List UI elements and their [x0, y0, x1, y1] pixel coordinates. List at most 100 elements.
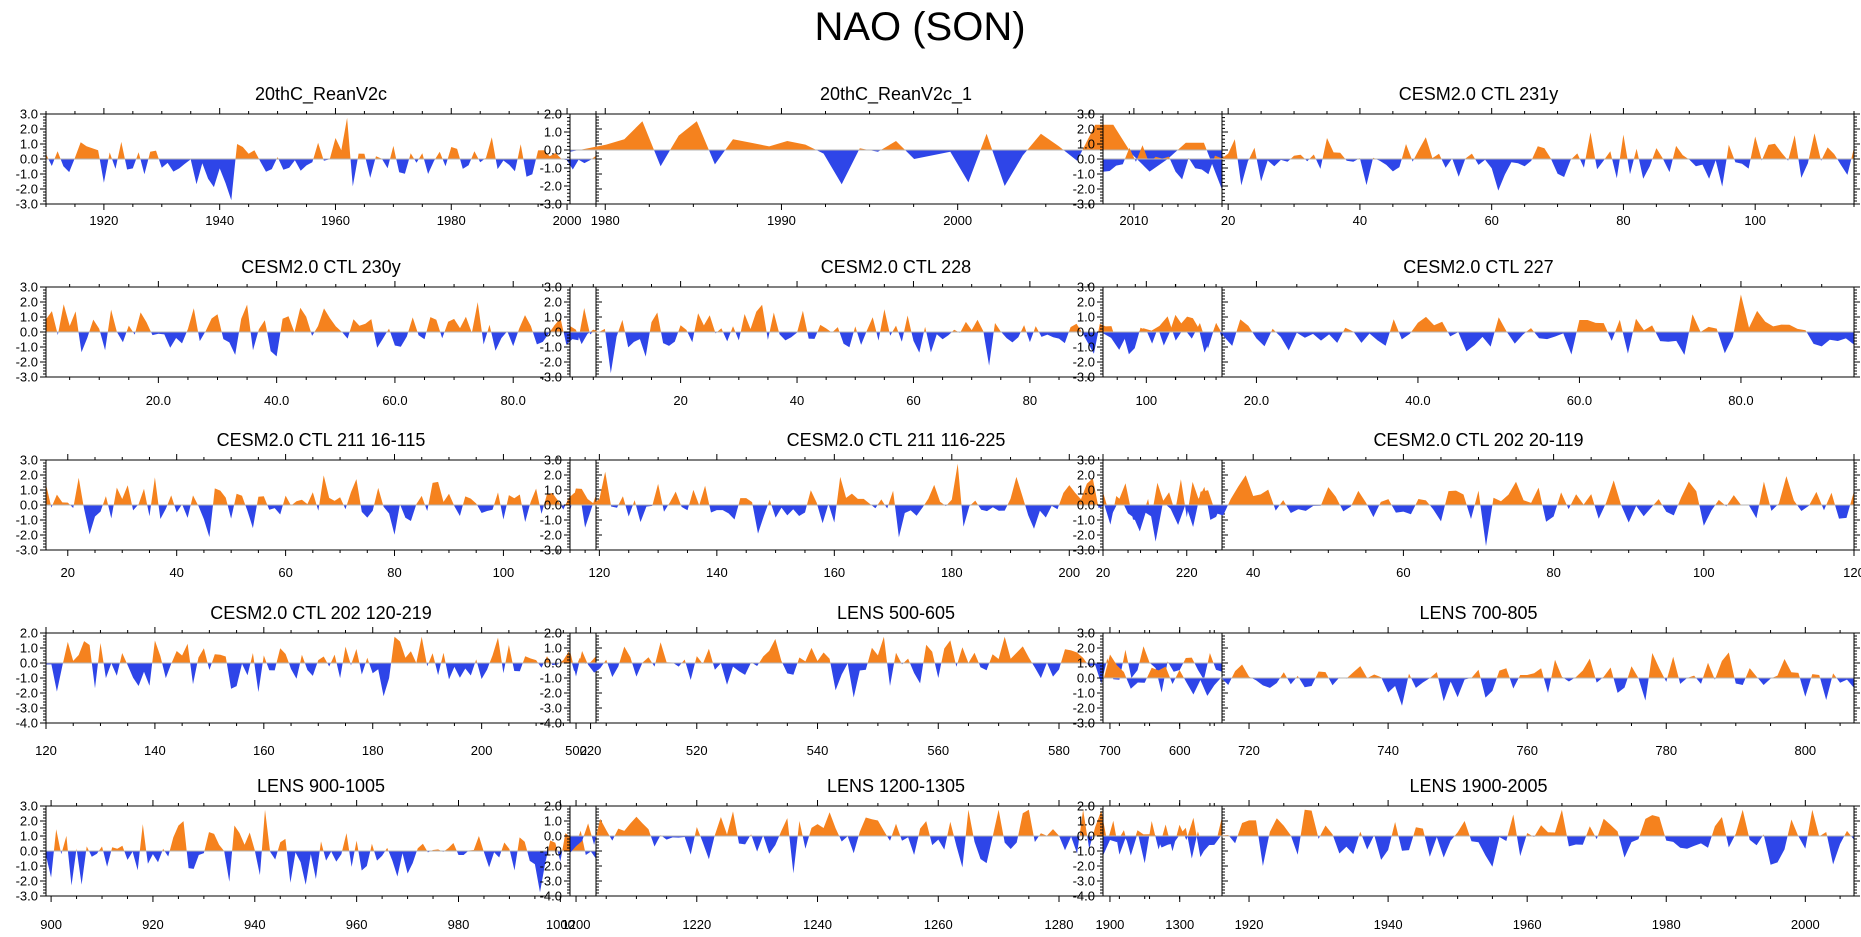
series-group [570, 304, 1222, 374]
y-tick-label: -1.0 [16, 513, 38, 528]
panel-title: 20thC_ReanV2c_1 [820, 84, 972, 105]
x-tick-label: 1940 [205, 213, 234, 228]
y-tick-label: -1.0 [540, 161, 562, 176]
x-tick-label: 60.0 [1567, 393, 1592, 408]
y-tick-label: 1.0 [544, 125, 562, 140]
panel-4: CESM2.0 CTL 230y3.02.01.00.0-1.0-2.0-3.0… [16, 257, 602, 408]
y-tick-label: 3.0 [20, 799, 38, 814]
panel-title: CESM2.0 CTL 202 20-119 [1373, 430, 1583, 450]
y-tick-label: 2.0 [20, 122, 38, 137]
y-tick-label: 3.0 [20, 453, 38, 468]
negative-area [1103, 505, 1854, 547]
figure-title: NAO (SON) [814, 5, 1025, 49]
y-tick-label: -4.0 [16, 716, 38, 731]
x-tick-label: 920 [142, 917, 164, 932]
x-tick-label: 100 [1135, 393, 1157, 408]
x-tick-label: 80 [1023, 393, 1037, 408]
y-tick-label: 3.0 [1077, 280, 1095, 295]
series-group [1103, 475, 1854, 547]
x-tick-label: 40 [790, 393, 804, 408]
y-tick-label: 1.0 [1077, 483, 1095, 498]
x-tick-label: 200 [471, 743, 493, 758]
panel-grid: 20thC_ReanV2c3.02.01.00.0-1.0-2.0-3.0192… [16, 84, 1861, 932]
negative-area [570, 150, 1222, 190]
x-tick-label: 1240 [803, 917, 832, 932]
y-tick-label: 1.0 [544, 483, 562, 498]
y-tick-label: 2.0 [20, 814, 38, 829]
x-tick-label: 720 [1238, 743, 1260, 758]
x-tick-label: 560 [927, 743, 949, 758]
panel-12: LENS 700-805 3.02.01.00.0-1.0-2.0-3.0 700 7… [1073, 603, 1860, 758]
panel-6: CESM2.0 CTL 227 3.02.01.00.0-1.0-2.0-3.0 2… [1073, 257, 1860, 408]
y-tick-label: -3.0 [16, 543, 38, 558]
series-group [570, 809, 1222, 874]
y-tick-label: -1.0 [1073, 167, 1095, 182]
series-group [1103, 294, 1854, 355]
y-tick-label: -1.0 [1073, 513, 1095, 528]
x-tick-label: 800 [1794, 743, 1816, 758]
panel-8: CESM2.0 CTL 211 116-2253.02.01.00.0-1.0-… [540, 430, 1228, 580]
y-tick-label: -3.0 [16, 701, 38, 716]
y-tick-label: 1.0 [20, 310, 38, 325]
y-tick-label: -1.0 [1073, 340, 1095, 355]
x-tick-label: 1920 [89, 213, 118, 228]
y-tick-label: 3.0 [1077, 107, 1095, 122]
y-tick-label: -2.0 [540, 179, 562, 194]
x-tick-label: 1280 [1045, 917, 1074, 932]
y-tick-label: 1.0 [1077, 814, 1095, 829]
x-tick-label: 80.0 [501, 393, 526, 408]
negative-area [1103, 159, 1854, 191]
positive-area [46, 809, 596, 851]
x-tick-label: 80.0 [1728, 393, 1753, 408]
negative-area [1103, 332, 1854, 355]
y-tick-label: 2.0 [1077, 122, 1095, 137]
x-tick-label: 1980 [591, 213, 620, 228]
x-tick-label: 980 [448, 917, 470, 932]
y-tick-label: -3.0 [540, 543, 562, 558]
y-tick-label: 0.0 [20, 844, 38, 859]
x-tick-label: 180 [941, 565, 963, 580]
x-tick-label: 80 [1616, 213, 1630, 228]
x-tick-label: 20.0 [1244, 393, 1269, 408]
positive-area [570, 809, 1222, 836]
series-group [1103, 652, 1854, 706]
positive-area [1103, 652, 1854, 678]
x-tick-label: 760 [1516, 743, 1538, 758]
x-tick-label: 700 [1099, 743, 1121, 758]
x-tick-label: 40.0 [1405, 393, 1430, 408]
series-group [570, 463, 1222, 538]
y-tick-label: 0.0 [20, 656, 38, 671]
y-tick-label: -2.0 [1073, 355, 1095, 370]
y-tick-label: -1.0 [16, 671, 38, 686]
y-tick-label: 0.0 [544, 829, 562, 844]
series-group [46, 117, 596, 201]
panel-title: LENS 700-805 [1419, 603, 1537, 623]
y-tick-label: -3.0 [16, 889, 38, 904]
negative-area [570, 836, 1222, 874]
y-tick-label: -1.0 [540, 671, 562, 686]
x-tick-label: 60 [1484, 213, 1498, 228]
x-tick-label: 160 [823, 565, 845, 580]
x-tick-label: 200 [1058, 565, 1080, 580]
x-tick-label: 500 [565, 743, 587, 758]
panel-title: CESM2.0 CTL 211 16-115 [217, 430, 426, 450]
x-tick-label: 1940 [1374, 917, 1403, 932]
y-tick-label: 0.0 [1077, 671, 1095, 686]
y-tick-label: 2.0 [1077, 468, 1095, 483]
x-tick-label: 100 [1693, 565, 1715, 580]
panel-9: CESM2.0 CTL 202 20-119 3.02.01.00.0-1.0-2… [1073, 430, 1861, 580]
y-tick-label: 2.0 [544, 799, 562, 814]
y-tick-label: 2.0 [544, 295, 562, 310]
x-tick-label: 2000 [1791, 917, 1820, 932]
y-tick-label: 3.0 [1077, 453, 1095, 468]
y-tick-label: 1.0 [20, 829, 38, 844]
plot-frame [45, 632, 597, 724]
series-group [570, 636, 1222, 698]
y-tick-label: 3.0 [544, 280, 562, 295]
y-tick-label: -3.0 [1073, 716, 1095, 731]
positive-area [570, 636, 1222, 663]
positive-area [1103, 132, 1854, 159]
y-tick-label: 2.0 [544, 107, 562, 122]
y-tick-label: 2.0 [20, 295, 38, 310]
